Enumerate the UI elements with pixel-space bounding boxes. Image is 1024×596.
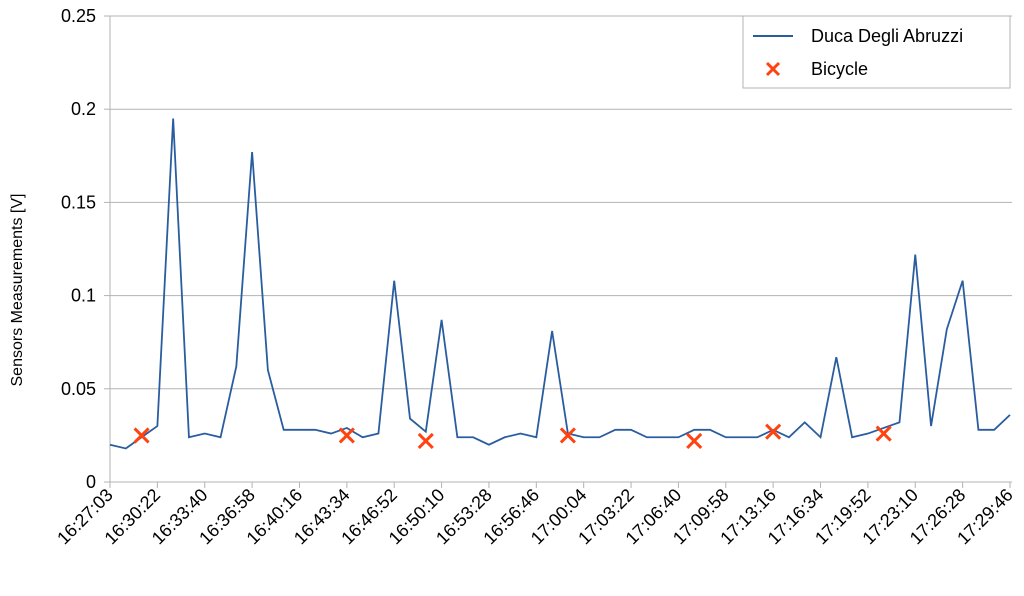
legend-swatch (765, 61, 781, 77)
x-marker (133, 427, 150, 444)
x-marker (559, 427, 576, 444)
x-marker (417, 432, 434, 450)
x-marker (686, 432, 703, 450)
legend-box (742, 15, 1011, 89)
x-marker (875, 425, 892, 442)
y-tick-label: 0.25 (61, 6, 96, 26)
y-axis-label: Sensors Measurements [V] (9, 194, 26, 387)
y-tick-label: 0.2 (71, 99, 96, 119)
y-tick-label: 0.1 (71, 286, 96, 306)
y-tick-label: 0.15 (61, 192, 96, 212)
legend-label: Bicycle (811, 59, 868, 79)
legend-label: Duca Degli Abruzzi (811, 26, 963, 46)
y-tick-label: 0 (86, 472, 96, 492)
y-tick-label: 0.05 (61, 379, 96, 399)
x-marker (338, 427, 355, 444)
series-line (109, 118, 1011, 450)
x-marker (765, 423, 782, 440)
